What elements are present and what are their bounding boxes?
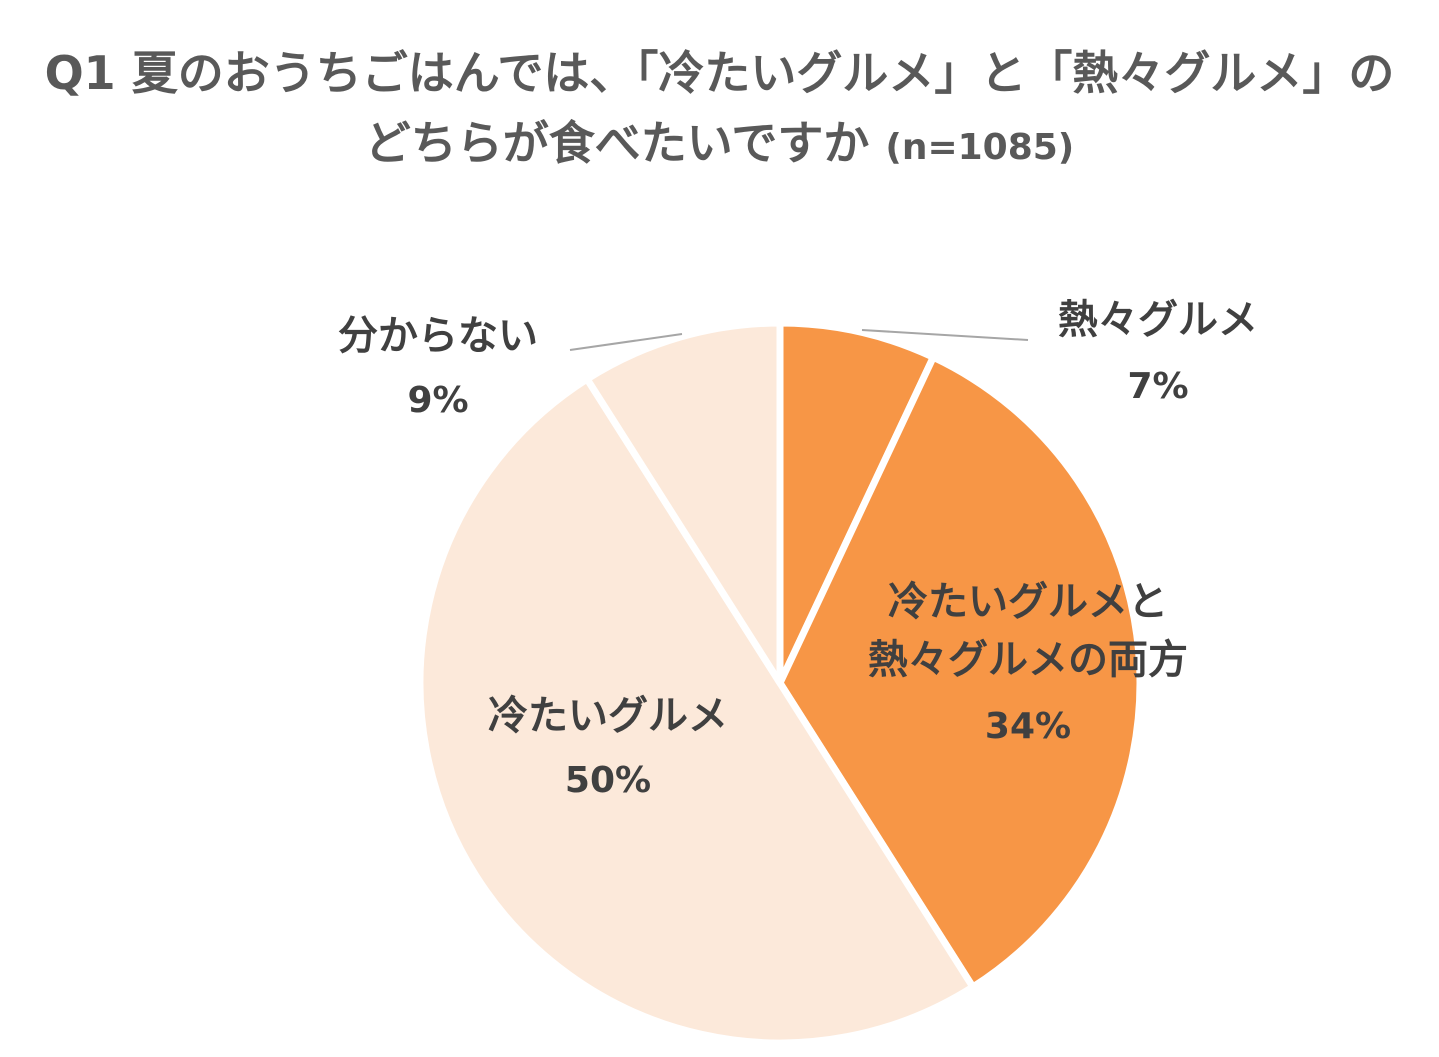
pie-slice-3 bbox=[416, 375, 977, 1047]
slice-percent-4: 9% bbox=[407, 380, 468, 421]
leader-line-1 bbox=[861, 329, 1029, 341]
slice-label-4: 分からない bbox=[338, 313, 538, 359]
pie-slice-2 bbox=[776, 353, 1144, 991]
leader-line-4 bbox=[569, 333, 683, 351]
chart-title: Q1 夏のおうちごはんでは、「冷たいグルメ」と「熱々グルメ」の どちらが食べたい… bbox=[0, 38, 1439, 183]
chart-title-line2: どちらが食べたいですか (n=1085) bbox=[0, 108, 1439, 183]
chart-title-line1: Q1 夏のおうちごはんでは、「冷たいグルメ」と「熱々グルメ」の bbox=[44, 46, 1395, 100]
sample-size: (n=1085) bbox=[885, 127, 1075, 168]
slice-percent-3: 50% bbox=[565, 760, 651, 801]
slice-label-2-line1: 冷たいグルメと bbox=[888, 579, 1168, 625]
slice-label-1: 熱々グルメ bbox=[1058, 297, 1258, 343]
pie-slice-4 bbox=[583, 319, 784, 687]
slice-label-3: 冷たいグルメ bbox=[488, 693, 728, 739]
slice-label-2-line2: 熱々グルメの両方 bbox=[868, 637, 1188, 683]
slice-percent-2: 34% bbox=[985, 706, 1071, 747]
chart-title-question: どちらが食べたいですか bbox=[364, 116, 870, 170]
pie-slice-1 bbox=[776, 319, 937, 687]
slice-percent-1: 7% bbox=[1127, 366, 1188, 407]
